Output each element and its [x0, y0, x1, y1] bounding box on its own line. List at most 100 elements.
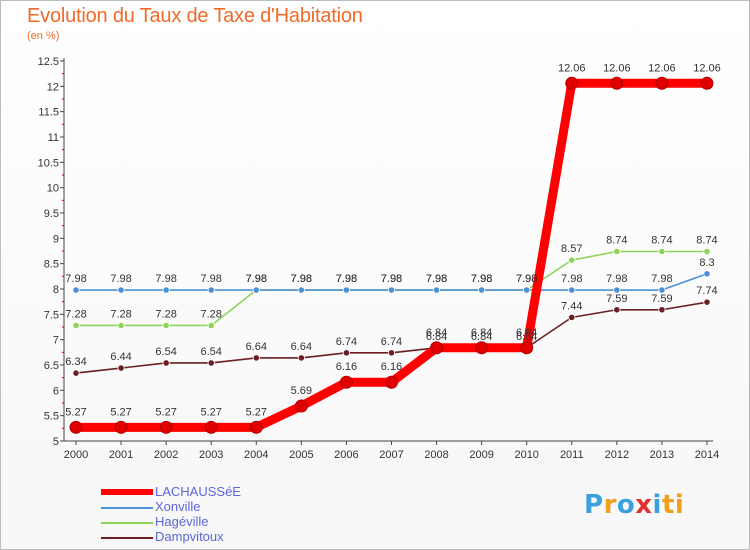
data-label-0: 5.69	[291, 385, 312, 397]
data-label-2: 7.98	[246, 273, 267, 285]
data-label-2: 7.98	[471, 273, 492, 285]
data-label-1: 8.3	[699, 257, 714, 269]
series-point-0	[294, 399, 308, 413]
x-tick-label: 2007	[379, 449, 403, 461]
y-tick-label: 11.5	[38, 107, 59, 119]
y-tick-label: 12.5	[38, 56, 59, 68]
y-tick-label: 7.5	[44, 309, 59, 321]
data-label-3: 7.44	[561, 300, 582, 312]
legend-label-dampvitoux: Dampvitoux	[155, 529, 224, 544]
data-label-0: 5.27	[200, 406, 221, 418]
series-point-3	[568, 313, 576, 321]
series-point-0	[475, 341, 489, 355]
y-tick-label: 10	[47, 183, 59, 195]
series-point-3	[387, 349, 396, 357]
series-point-0	[159, 420, 173, 434]
x-tick-label: 2010	[514, 449, 538, 461]
data-label-0: 5.27	[110, 406, 131, 418]
series-point-3	[207, 359, 215, 367]
series-point-2	[117, 321, 125, 330]
data-label-3: 6.54	[200, 346, 221, 358]
data-label-1: 7.98	[606, 273, 627, 285]
series-point-1	[568, 286, 576, 294]
data-label-2: 7.98	[426, 273, 447, 285]
data-label-1: 7.98	[651, 273, 672, 285]
data-label-2: 7.98	[291, 273, 312, 285]
y-tick-label: 5	[53, 436, 59, 448]
data-label-1: 7.98	[561, 273, 582, 285]
x-tick-label: 2005	[289, 449, 313, 461]
data-label-2: 7.28	[65, 308, 86, 320]
data-label-2: 7.98	[336, 273, 357, 285]
proxiti-logo: Proxiti	[584, 490, 684, 520]
legend-label-hageville: Hagéville	[155, 514, 209, 529]
legend-label-lachaussee: LACHAUSSéE	[155, 484, 241, 499]
series-point-3	[613, 306, 621, 314]
series-point-1	[162, 286, 170, 294]
data-label-2: 8.74	[651, 235, 672, 247]
data-label-0: 6.84	[426, 327, 447, 339]
data-label-2: 7.98	[516, 273, 537, 285]
data-label-1: 7.98	[65, 273, 86, 285]
series-point-3	[342, 349, 351, 357]
data-label-1: 7.98	[291, 273, 312, 285]
logo-letter: o	[616, 490, 636, 520]
series-point-0	[430, 341, 444, 355]
data-label-0: 12.06	[603, 62, 631, 74]
data-label-0: 5.27	[155, 406, 176, 418]
data-label-3: 6.74	[381, 336, 402, 348]
data-label-3: 7.59	[651, 293, 672, 305]
data-label-1: 7.98	[110, 273, 131, 285]
series-point-0	[655, 76, 669, 90]
data-label-2: 8.74	[606, 235, 627, 247]
x-tick-label: 2000	[64, 449, 88, 461]
series-point-0	[114, 420, 128, 434]
legend-label-xonville: Xonville	[155, 499, 201, 514]
data-label-1: 7.98	[246, 273, 267, 285]
series-point-0	[700, 76, 714, 90]
y-tick-label: 8.5	[44, 259, 59, 271]
data-label-0: 12.06	[648, 62, 676, 74]
chart-subtitle: (en %)	[27, 30, 60, 42]
series-point-1	[387, 286, 396, 294]
x-tick-label: 2001	[109, 449, 133, 461]
series-point-1	[117, 286, 125, 294]
x-tick-label: 2003	[199, 449, 223, 461]
data-label-1: 7.98	[426, 273, 447, 285]
series-point-0	[204, 420, 218, 434]
data-label-3: 6.84	[516, 331, 537, 343]
series-point-1	[658, 286, 666, 294]
series-point-1	[252, 286, 260, 294]
series-point-2	[207, 321, 215, 330]
series-point-1	[72, 286, 80, 294]
series-point-2	[162, 321, 170, 330]
legend-item-xonville: Xonville	[101, 500, 301, 514]
legend-item-hageville: Hagéville	[101, 515, 301, 529]
data-label-0: 12.06	[558, 62, 586, 74]
legend-swatch-hageville	[101, 522, 153, 524]
series-line-0	[71, 78, 712, 432]
series-point-0	[610, 76, 624, 90]
x-tick-label: 2004	[244, 449, 268, 461]
series-point-0	[339, 375, 353, 389]
series-point-3	[297, 354, 305, 362]
data-label-1: 7.98	[200, 273, 221, 285]
x-tick-label: 2012	[605, 449, 629, 461]
series-point-1	[207, 286, 215, 294]
data-label-0: 5.27	[65, 406, 86, 418]
y-tick-label: 5.5	[44, 411, 59, 423]
data-label-3: 6.44	[110, 351, 131, 363]
data-label-2: 7.98	[381, 273, 402, 285]
x-tick-label: 2008	[424, 449, 448, 461]
legend-swatch-xonville	[101, 507, 153, 509]
series-point-1	[478, 286, 486, 294]
chart-title: Evolution du Taux de Taxe d'Habitation	[27, 5, 363, 27]
series-point-3	[658, 306, 666, 314]
series-point-3	[162, 359, 170, 367]
series-point-2	[613, 247, 621, 256]
data-label-0: 5.27	[246, 406, 267, 418]
logo-letter: i	[652, 490, 662, 520]
legend-swatch-dampvitoux	[101, 537, 153, 539]
